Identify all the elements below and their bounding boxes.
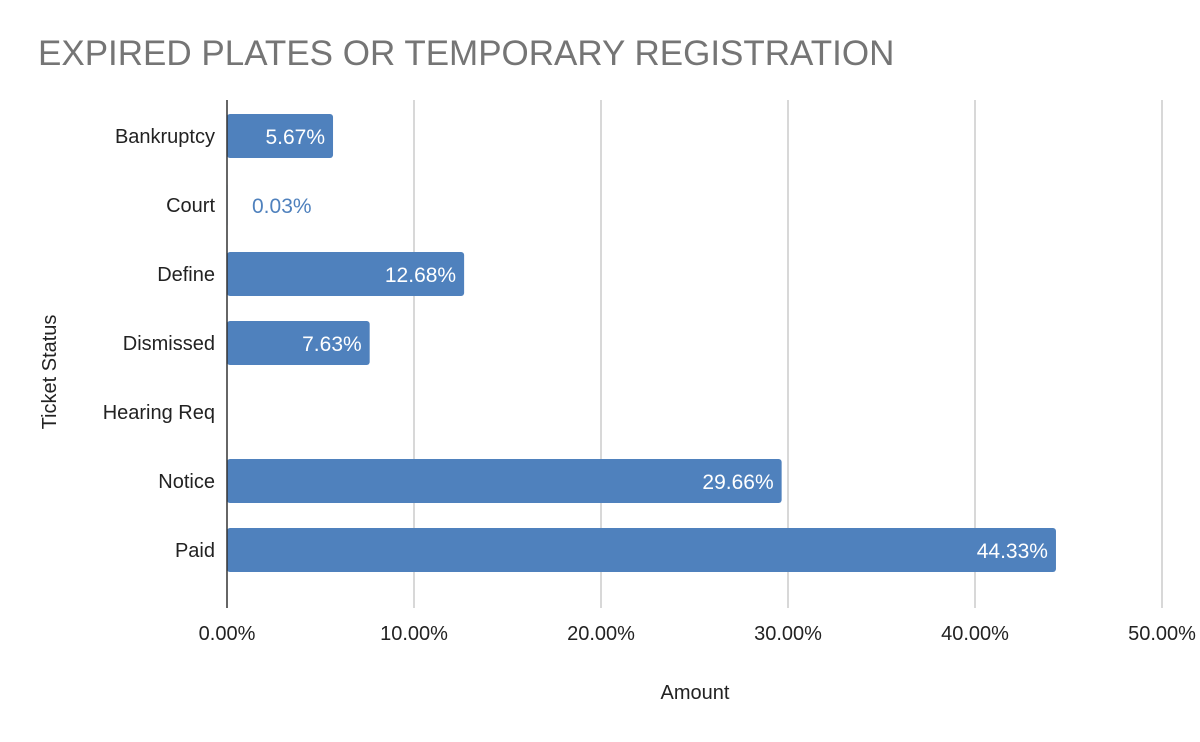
data-label: 44.33%	[977, 540, 1048, 563]
y-tick-label: Paid	[175, 540, 215, 562]
x-tick-label: 10.00%	[380, 623, 448, 645]
x-tick-label: 50.00%	[1128, 623, 1196, 645]
data-label: 0.03%	[252, 195, 312, 218]
x-tick-label: 20.00%	[567, 623, 635, 645]
data-label: 5.67%	[265, 126, 325, 149]
bars	[227, 114, 1056, 572]
data-label: 7.63%	[302, 333, 362, 356]
y-tick-label: Hearing Req	[103, 402, 215, 424]
chart-title: EXPIRED PLATES OR TEMPORARY REGISTRATION	[38, 34, 895, 73]
y-tick-label: Define	[157, 264, 215, 286]
y-tick-label: Bankruptcy	[115, 126, 215, 148]
bar	[227, 528, 1056, 572]
x-tick-label: 30.00%	[754, 623, 822, 645]
x-tick-label: 40.00%	[941, 623, 1009, 645]
data-label: 12.68%	[385, 264, 456, 287]
y-axis-title: Ticket Status	[39, 315, 61, 430]
bar	[227, 252, 465, 296]
data-label: 29.66%	[702, 471, 773, 494]
gridlines	[413, 100, 1163, 608]
y-tick-label: Court	[166, 195, 215, 217]
bar	[227, 321, 370, 365]
bar	[227, 114, 334, 158]
data-labels: 5.67% 0.03% 12.68% 7.63% 29.66% 44.33%	[252, 126, 1048, 563]
y-tick-label: Notice	[158, 471, 215, 493]
x-axis-title: Amount	[661, 682, 730, 704]
axes: 0.00% 10.00% 20.00% 30.00% 40.00% 50.00% Bankr…	[103, 100, 1196, 645]
x-tick-label: 0.00%	[199, 623, 256, 645]
bar	[227, 459, 782, 503]
y-tick-label: Dismissed	[123, 333, 215, 355]
